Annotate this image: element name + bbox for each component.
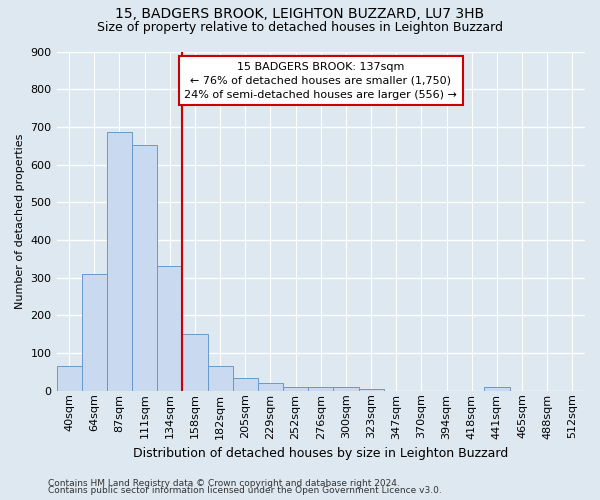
- Bar: [107, 132, 132, 391]
- Bar: [208, 366, 233, 391]
- Y-axis label: Number of detached properties: Number of detached properties: [15, 134, 25, 309]
- Bar: [283, 387, 308, 391]
- Bar: [182, 334, 208, 391]
- Bar: [258, 383, 283, 391]
- Text: Contains HM Land Registry data © Crown copyright and database right 2024.: Contains HM Land Registry data © Crown c…: [48, 478, 400, 488]
- Text: Contains public sector information licensed under the Open Government Licence v3: Contains public sector information licen…: [48, 486, 442, 495]
- Bar: [132, 145, 157, 391]
- Text: 15 BADGERS BROOK: 137sqm
← 76% of detached houses are smaller (1,750)
24% of sem: 15 BADGERS BROOK: 137sqm ← 76% of detach…: [184, 62, 457, 100]
- Bar: [334, 387, 359, 391]
- Bar: [157, 266, 182, 391]
- Text: Size of property relative to detached houses in Leighton Buzzard: Size of property relative to detached ho…: [97, 21, 503, 34]
- Bar: [484, 387, 509, 391]
- Bar: [359, 389, 383, 391]
- Bar: [56, 366, 82, 391]
- Bar: [233, 378, 258, 391]
- Bar: [82, 274, 107, 391]
- X-axis label: Distribution of detached houses by size in Leighton Buzzard: Distribution of detached houses by size …: [133, 447, 508, 460]
- Text: 15, BADGERS BROOK, LEIGHTON BUZZARD, LU7 3HB: 15, BADGERS BROOK, LEIGHTON BUZZARD, LU7…: [115, 8, 485, 22]
- Bar: [308, 387, 334, 391]
